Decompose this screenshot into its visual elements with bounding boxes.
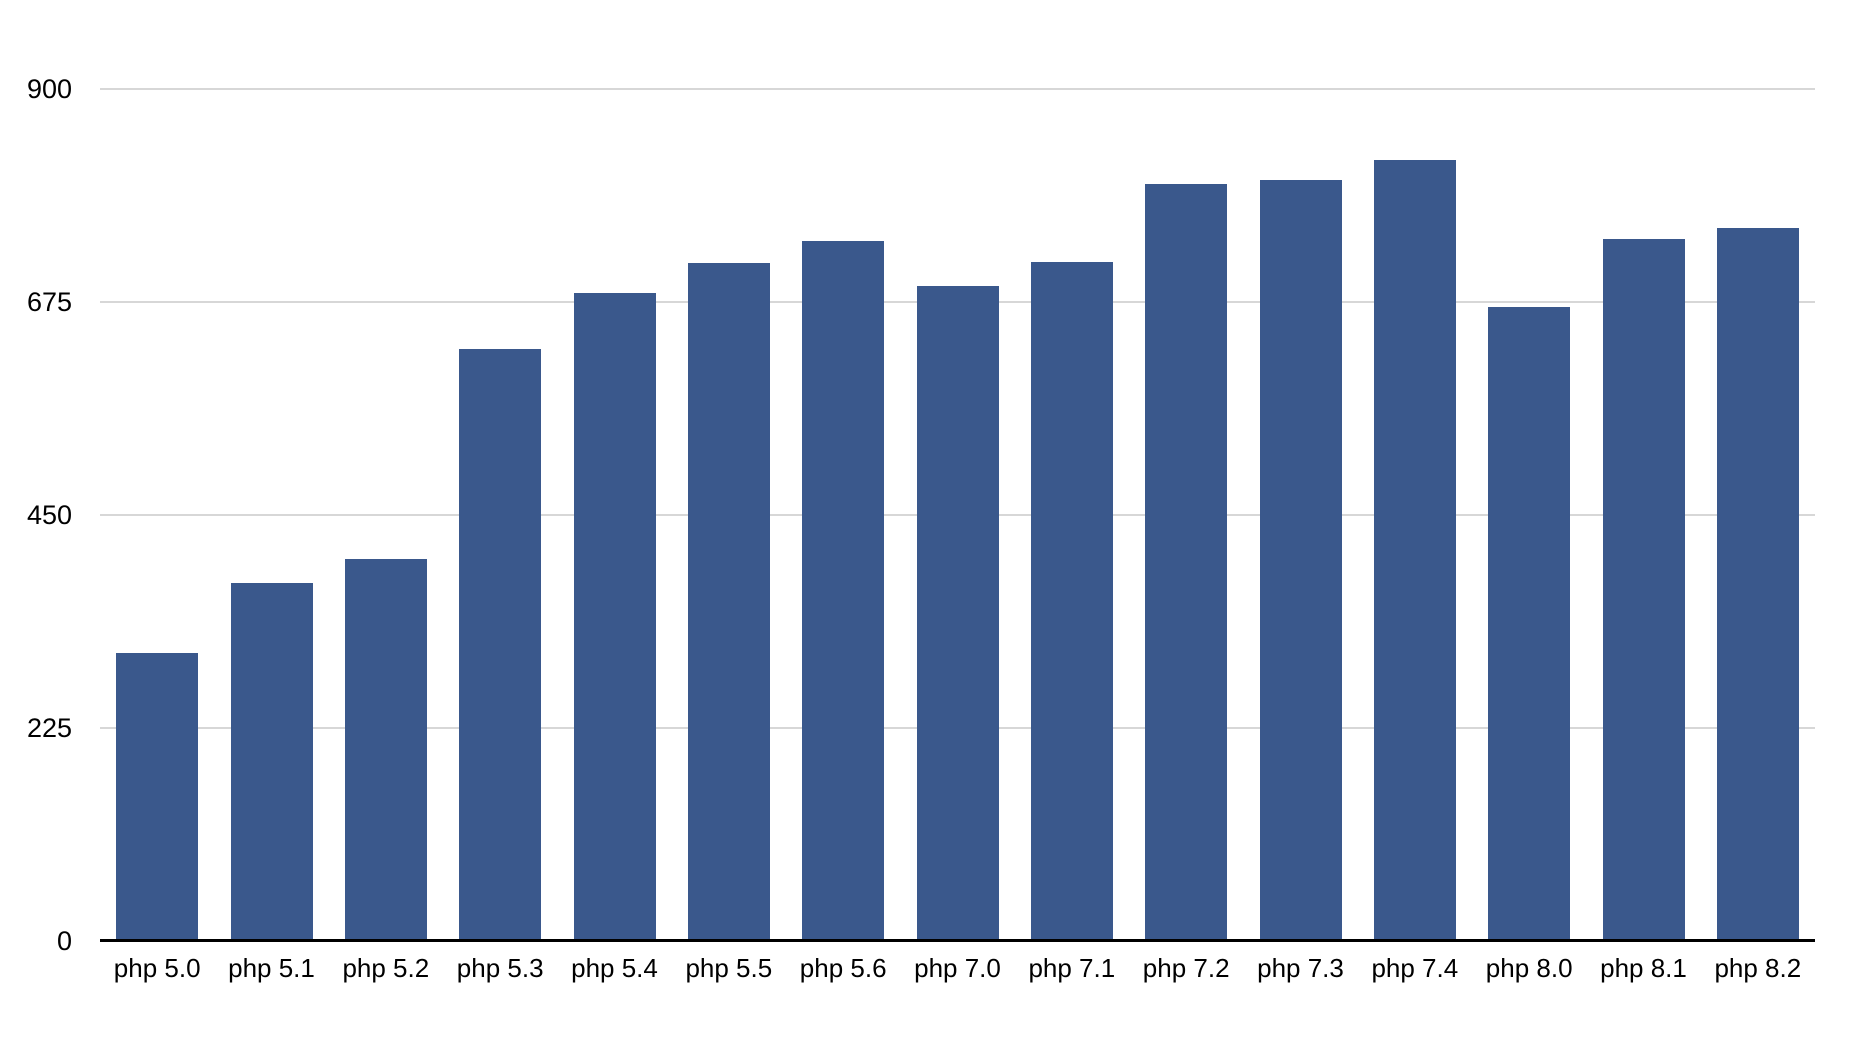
bar xyxy=(1259,179,1342,940)
y-axis: 900 675 450 225 0 xyxy=(0,0,72,1048)
bar xyxy=(916,285,999,940)
bar xyxy=(687,263,770,940)
x-tick-label: php 7.1 xyxy=(1028,953,1116,983)
x-axis-line xyxy=(100,939,1815,942)
bar xyxy=(116,653,199,940)
x-axis: php 5.0 php 5.1 php 5.2 php 5.3 php 5.4 php 5… xyxy=(100,951,1815,1001)
bar xyxy=(1488,306,1571,940)
x-tick-label: php 5.1 xyxy=(228,953,315,983)
x-tick-label: php 5.6 xyxy=(799,953,887,983)
y-tick-label: 0 xyxy=(56,926,72,956)
bar xyxy=(230,583,313,940)
y-tick-label: 450 xyxy=(26,500,72,530)
x-tick-label: php 7.0 xyxy=(914,953,1001,983)
bar xyxy=(1716,228,1799,940)
plot-area xyxy=(100,88,1815,942)
x-tick-label: php 7.3 xyxy=(1257,953,1344,983)
bar xyxy=(802,241,885,940)
x-tick-label: php 5.5 xyxy=(685,953,773,983)
bar xyxy=(1373,159,1456,940)
bar xyxy=(1145,183,1228,940)
y-tick-label: 900 xyxy=(26,74,72,104)
bar xyxy=(573,293,656,940)
y-tick-label: 675 xyxy=(26,287,72,317)
x-tick-label: php 5.3 xyxy=(456,953,544,983)
x-tick-label: php 8.0 xyxy=(1485,953,1573,983)
x-tick-label: php 5.4 xyxy=(571,953,658,983)
x-tick-label: php 5.0 xyxy=(113,953,201,983)
x-tick-label: php 8.1 xyxy=(1600,953,1687,983)
bar xyxy=(344,558,427,940)
x-tick-label: php 5.2 xyxy=(342,953,430,983)
x-tick-label: php 7.4 xyxy=(1371,953,1459,983)
bar xyxy=(459,349,542,940)
gridline xyxy=(100,88,1815,90)
x-tick-label: php 7.2 xyxy=(1142,953,1230,983)
bar xyxy=(1030,262,1113,940)
y-tick-label: 225 xyxy=(26,713,72,743)
x-tick-label: php 8.2 xyxy=(1714,953,1802,983)
bar xyxy=(1602,238,1685,940)
